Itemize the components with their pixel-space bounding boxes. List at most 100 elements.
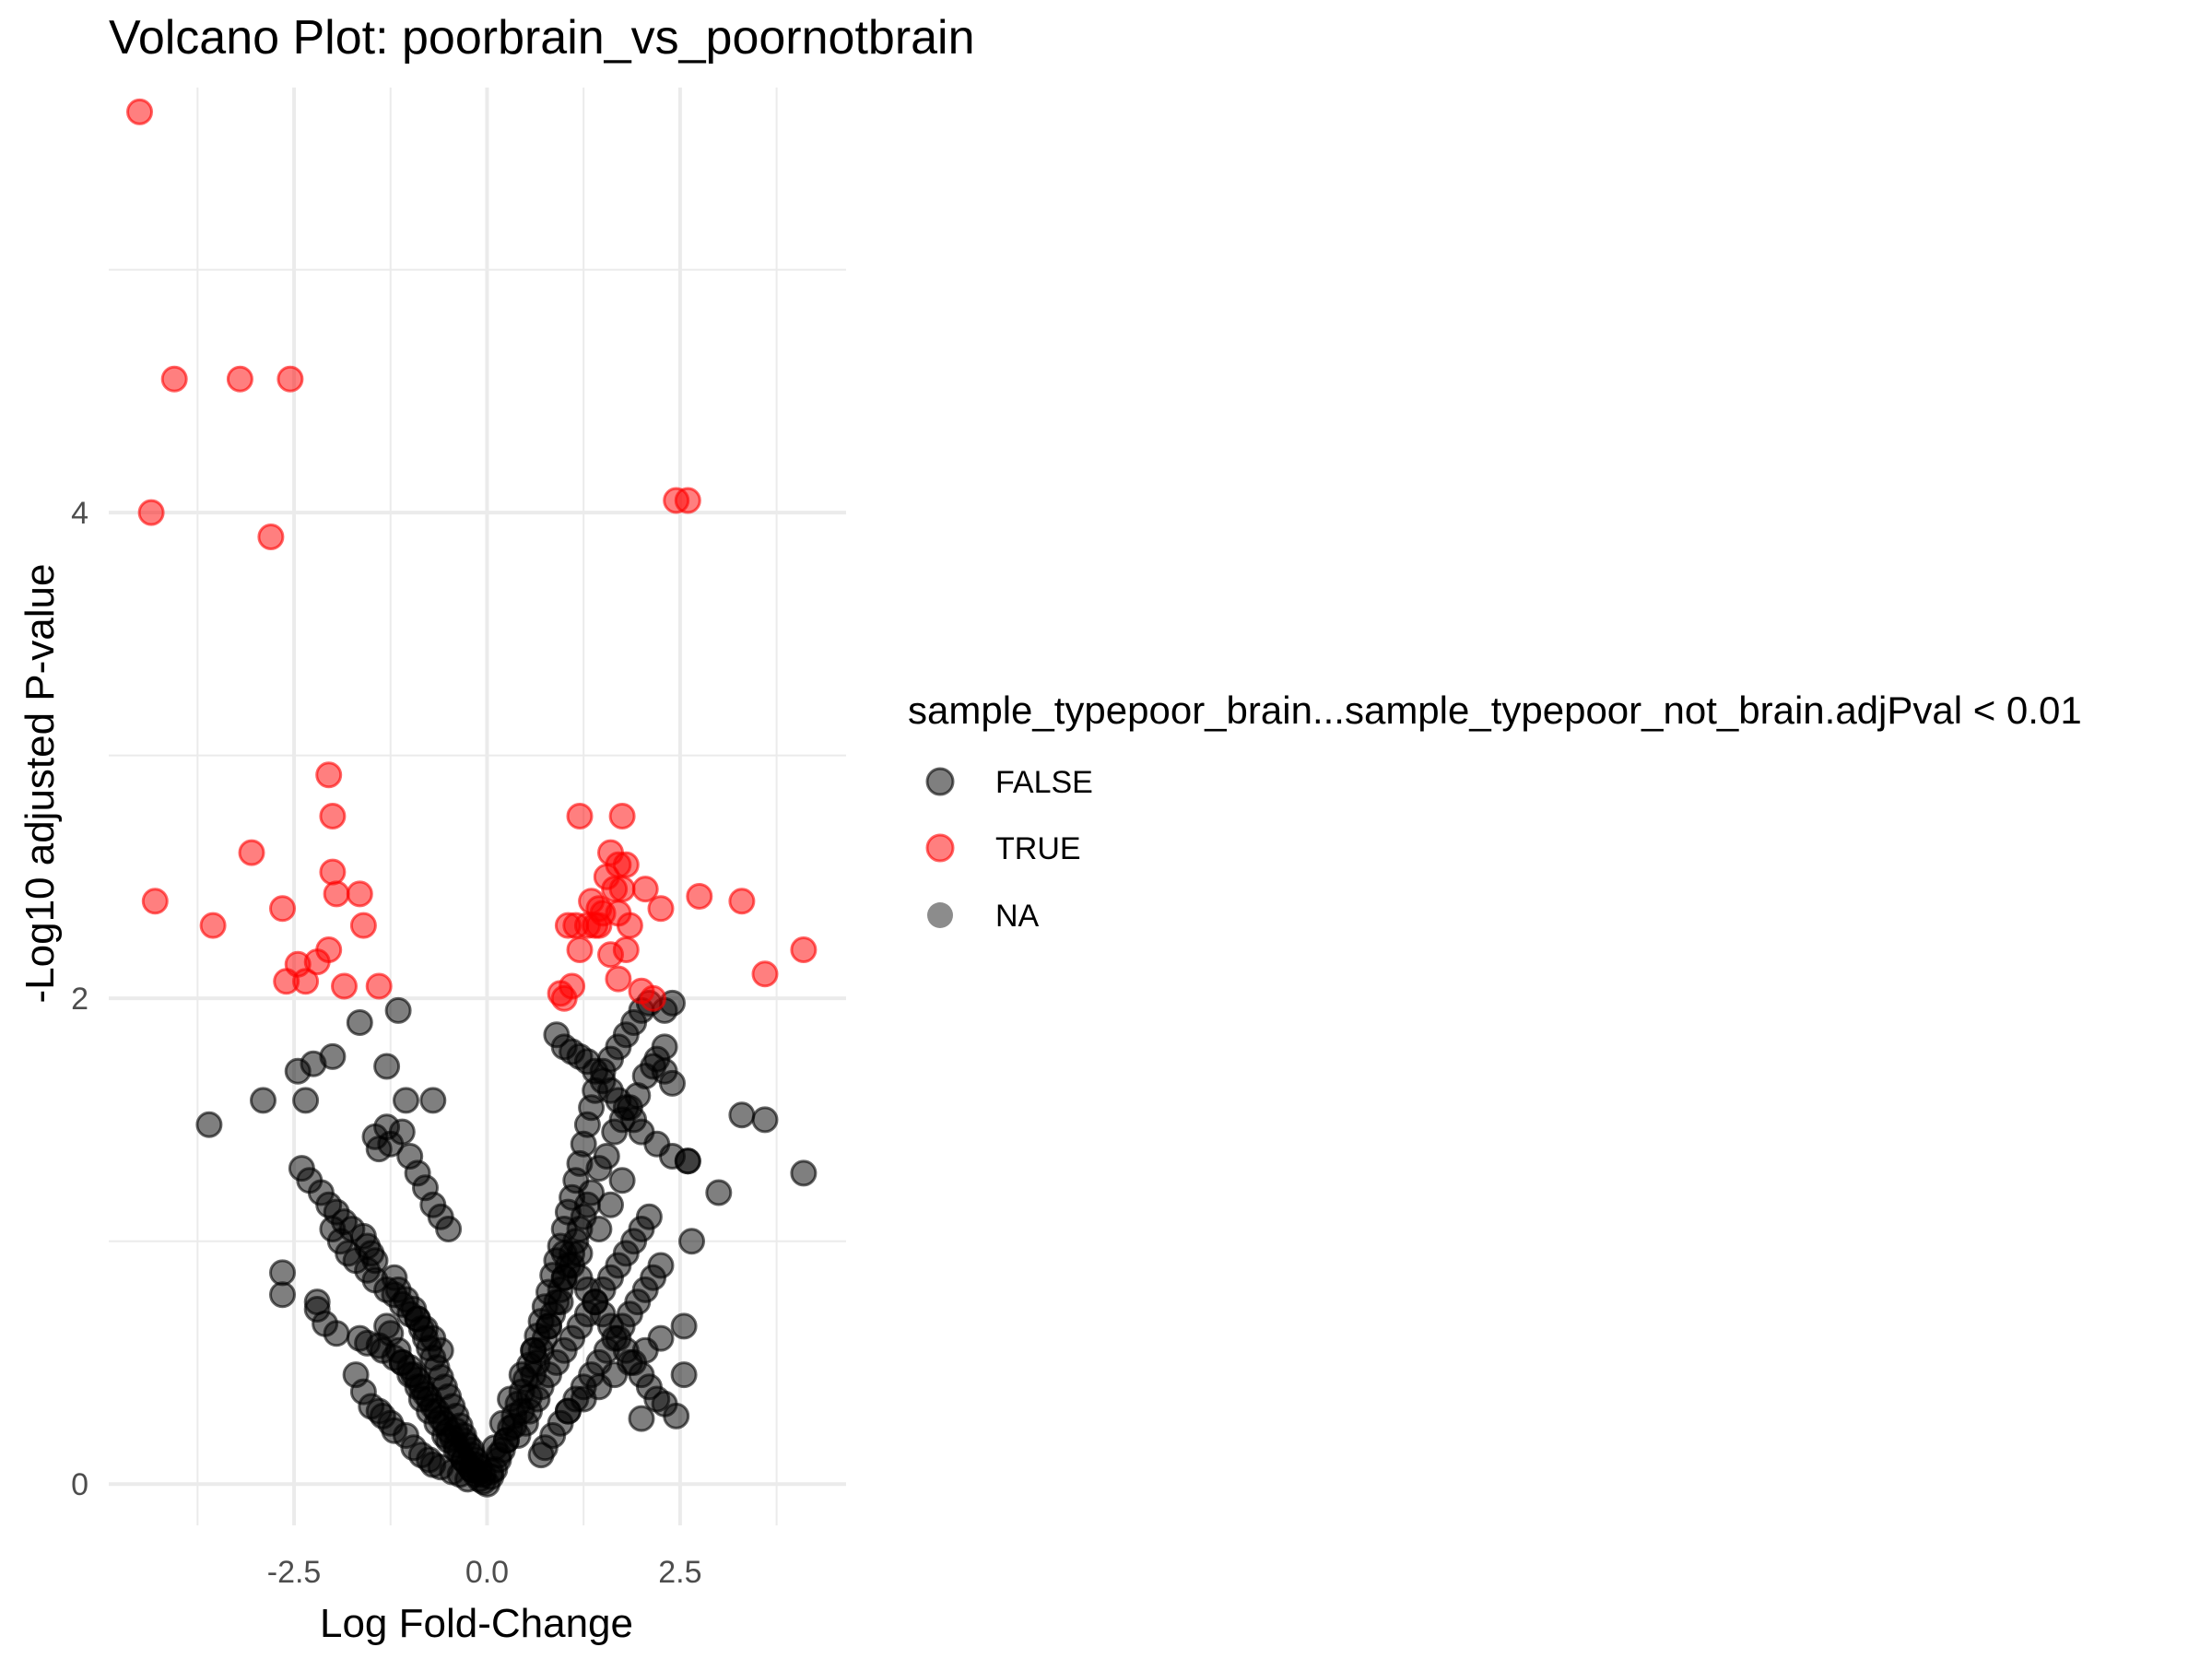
- data-point-true: [323, 880, 350, 908]
- x-tick-label: 0.0: [465, 1555, 509, 1590]
- data-point-false: [323, 1320, 350, 1347]
- data-point-true: [199, 912, 227, 939]
- data-point-true: [238, 839, 265, 866]
- x-tick-label: -2.5: [267, 1555, 322, 1590]
- data-point-true: [608, 803, 636, 830]
- data-point-false: [608, 1167, 636, 1194]
- data-point-false: [373, 1053, 401, 1080]
- data-point-true: [605, 965, 632, 993]
- data-point-false: [678, 1228, 705, 1255]
- data-point-true: [674, 487, 701, 514]
- data-point-true: [566, 936, 594, 963]
- data-point-true: [686, 883, 713, 910]
- data-point-false: [597, 1191, 624, 1218]
- data-point-true: [331, 972, 358, 1000]
- data-point-false: [640, 1053, 667, 1080]
- y-tick-label: 4: [71, 496, 88, 531]
- data-point-false: [550, 1264, 578, 1291]
- legend-title: sample_typepoor_brain...sample_typepoor_…: [908, 688, 2082, 732]
- data-point-true: [728, 888, 756, 915]
- legend-item-na: NA: [927, 899, 1040, 934]
- legend: sample_typepoor_brain...sample_typepoor_…: [908, 688, 2082, 934]
- data-point-true: [751, 960, 779, 988]
- y-axis-title: -Log10 adjusted P-value: [18, 564, 63, 1004]
- data-point-false: [535, 1312, 562, 1340]
- y-tick-label: 0: [71, 1467, 88, 1502]
- y-tick-label: 2: [71, 982, 88, 1017]
- data-point-false: [663, 1402, 690, 1430]
- legend-key-false: [925, 767, 955, 796]
- data-point-true: [631, 876, 659, 903]
- data-point-false: [659, 1069, 686, 1097]
- data-point-true: [160, 365, 188, 393]
- data-point-false: [520, 1336, 547, 1364]
- data-point-true: [640, 984, 667, 1012]
- data-point-false: [419, 1087, 447, 1114]
- data-point-false: [250, 1087, 276, 1114]
- data-point-false: [269, 1259, 296, 1287]
- data-point-true: [137, 499, 165, 526]
- data-point-false: [384, 996, 412, 1024]
- legend-item-true: TRUE: [925, 831, 1081, 866]
- data-point-false: [442, 1417, 470, 1444]
- data-point-true: [141, 888, 169, 915]
- x-axis-title: Log Fold-Change: [320, 1601, 633, 1646]
- data-point-true: [566, 803, 594, 830]
- data-point-false: [728, 1101, 756, 1129]
- data-point-true: [554, 912, 582, 939]
- data-point-false: [319, 1042, 347, 1070]
- data-point-true: [647, 895, 675, 923]
- data-point-false: [585, 1216, 613, 1242]
- data-point-false: [670, 1312, 698, 1340]
- legend-key-na: [927, 902, 953, 928]
- legend-label-false: FALSE: [995, 765, 1093, 800]
- x-tick-label: 2.5: [658, 1555, 701, 1590]
- legend-item-false: FALSE: [925, 765, 1093, 800]
- data-point-true: [284, 950, 312, 978]
- data-point-true: [315, 761, 343, 789]
- data-point-false: [647, 1252, 675, 1279]
- data-point-true: [126, 98, 153, 125]
- x-axis-ticks: -2.5 0.0 2.5: [267, 1555, 702, 1590]
- data-point-false: [547, 1288, 574, 1316]
- data-point-false: [790, 1159, 818, 1187]
- data-point-false: [292, 1087, 320, 1114]
- data-point-true: [269, 895, 296, 923]
- data-point-true: [790, 936, 818, 963]
- data-point-false: [651, 1033, 678, 1061]
- data-points: [126, 98, 818, 1498]
- data-point-true: [319, 803, 347, 830]
- data-point-false: [628, 1405, 655, 1432]
- data-point-true: [257, 524, 285, 550]
- data-point-false: [195, 1111, 223, 1138]
- data-point-false: [393, 1087, 419, 1114]
- data-point-true: [612, 936, 640, 963]
- chart-title: Volcano Plot: poorbrain_vs_poornotbrain: [109, 11, 975, 65]
- data-point-true: [608, 876, 636, 903]
- data-point-true: [226, 365, 253, 393]
- data-point-false: [647, 1324, 675, 1352]
- y-axis-ticks: 0 2 4: [71, 496, 88, 1502]
- data-point-true: [276, 365, 304, 393]
- data-point-false: [435, 1216, 463, 1242]
- data-point-false: [674, 1147, 701, 1175]
- data-point-true: [349, 912, 377, 939]
- legend-key-true: [925, 833, 955, 863]
- data-point-false: [593, 1143, 620, 1170]
- data-point-false: [516, 1382, 543, 1410]
- data-point-true: [585, 912, 613, 939]
- data-point-false: [346, 1009, 373, 1036]
- data-point-false: [388, 1118, 416, 1146]
- data-point-false: [269, 1281, 296, 1309]
- data-point-false: [635, 1203, 663, 1230]
- data-point-false: [566, 1240, 594, 1267]
- data-point-false: [578, 1179, 606, 1206]
- data-point-true: [550, 984, 578, 1012]
- legend-label-na: NA: [995, 899, 1040, 934]
- legend-label-true: TRUE: [995, 831, 1081, 866]
- data-point-false: [670, 1361, 698, 1389]
- data-point-true: [346, 880, 373, 908]
- data-point-false: [705, 1179, 733, 1206]
- data-point-true: [365, 972, 393, 1000]
